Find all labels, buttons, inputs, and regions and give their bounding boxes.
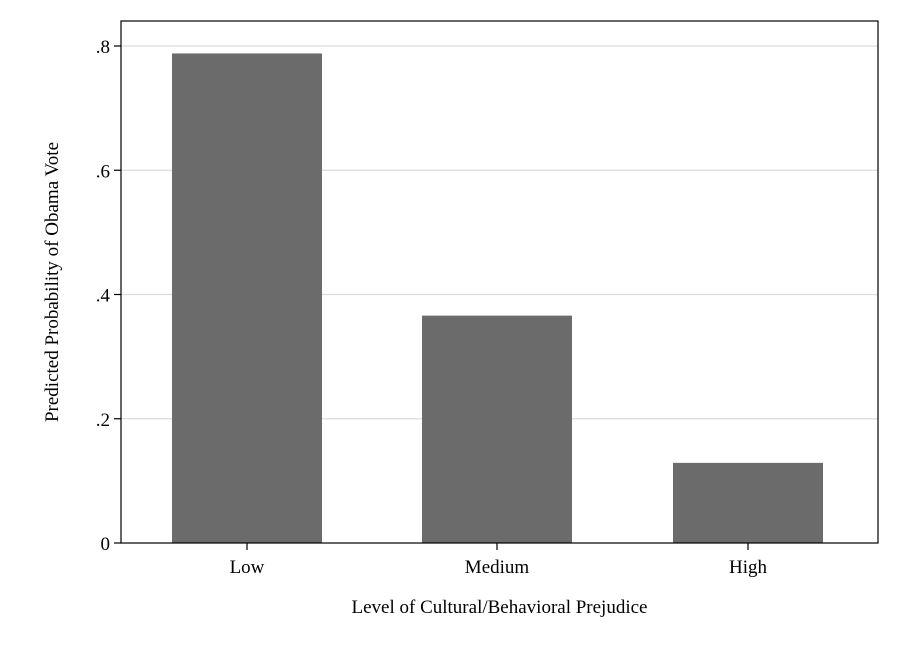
y-tick-label: 0 xyxy=(101,534,111,555)
bar-medium xyxy=(422,315,572,543)
y-axis-title: Predicted Probability of Obama Vote xyxy=(42,142,63,422)
y-tick-label: .2 xyxy=(96,410,110,431)
y-tick-label: .6 xyxy=(96,161,110,182)
y-tick-label: .8 xyxy=(96,37,110,58)
bars xyxy=(172,53,823,544)
x-tick-label: Medium xyxy=(465,557,530,578)
y-axis-ticks: 0 .2 .4 .6 .8 xyxy=(96,37,121,555)
plot-frame xyxy=(120,20,879,544)
bar-high xyxy=(673,462,823,543)
y-tick-label: .4 xyxy=(96,286,111,307)
x-tick-label: Low xyxy=(230,557,265,578)
x-tick-label: High xyxy=(729,557,768,578)
x-axis-ticks: Low Medium High xyxy=(230,543,768,578)
x-axis-title: Level of Cultural/Behavioral Prejudice xyxy=(352,597,648,618)
bar-low xyxy=(172,53,322,544)
